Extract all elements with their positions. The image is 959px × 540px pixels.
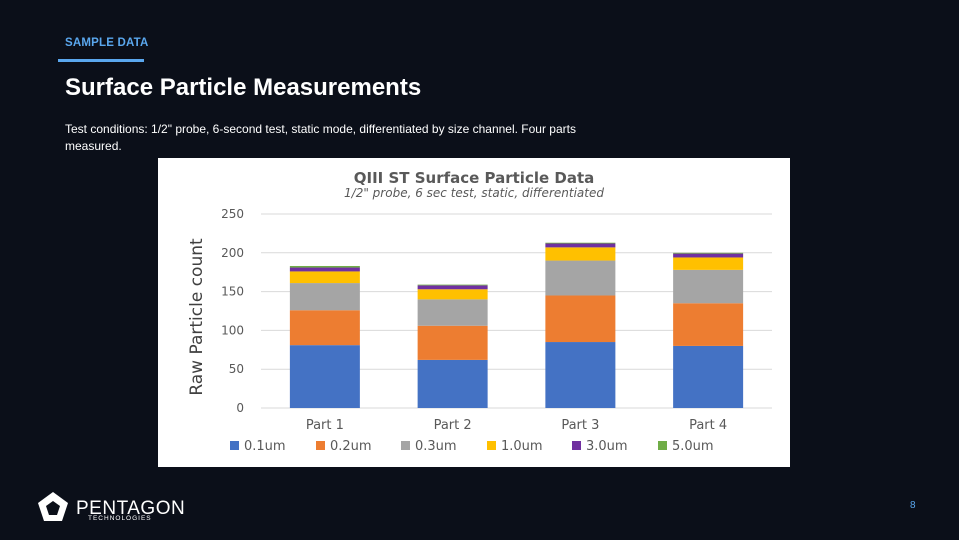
legend-label: 5.0um bbox=[672, 439, 714, 454]
x-tick-label: Part 2 bbox=[434, 418, 472, 433]
bar-segment bbox=[545, 242, 616, 244]
bar-segment bbox=[289, 265, 360, 268]
chart-image: QIII ST Surface Particle Data 1/2" probe,… bbox=[158, 158, 790, 467]
bar-segment bbox=[545, 260, 616, 296]
bar-segment bbox=[289, 267, 360, 272]
bar-segment bbox=[545, 247, 616, 261]
bar-segment bbox=[673, 257, 744, 270]
x-tick-label: Part 3 bbox=[561, 418, 599, 433]
legend-swatch bbox=[401, 441, 410, 450]
legend-swatch bbox=[316, 441, 325, 450]
bar-segment bbox=[289, 271, 360, 284]
legend-label: 0.2um bbox=[330, 439, 372, 454]
y-tick-label: 50 bbox=[229, 362, 244, 376]
y-tick-label: 200 bbox=[221, 246, 244, 260]
y-axis-label: Raw Particle count bbox=[187, 238, 207, 396]
legend-swatch bbox=[572, 441, 581, 450]
legend-swatch bbox=[487, 441, 496, 450]
bar-segment bbox=[673, 252, 744, 254]
chart-title: QIII ST Surface Particle Data bbox=[354, 169, 595, 187]
bar-segment bbox=[417, 299, 488, 326]
y-tick-label: 0 bbox=[236, 401, 244, 415]
company-logo: PENTAGON TECHNOLOGIES bbox=[36, 489, 206, 525]
bar-segment bbox=[673, 253, 744, 258]
bar-segment bbox=[417, 359, 488, 408]
y-tick-label: 150 bbox=[221, 285, 244, 299]
bar-segment bbox=[545, 295, 616, 343]
bar-segment bbox=[673, 345, 744, 408]
bar-segment bbox=[289, 310, 360, 346]
bar-segment bbox=[289, 283, 360, 311]
legend-label: 0.3um bbox=[415, 439, 457, 454]
bar-segment bbox=[673, 269, 744, 304]
pentagon-logo-icon bbox=[38, 492, 68, 521]
bar-segment bbox=[417, 289, 488, 300]
bar-segment bbox=[417, 284, 488, 286]
legend-label: 3.0um bbox=[586, 439, 628, 454]
accent-divider bbox=[58, 59, 144, 62]
logo-subtitle: TECHNOLOGIES bbox=[88, 515, 152, 522]
x-tick-label: Part 1 bbox=[306, 418, 344, 433]
bar-segment bbox=[545, 342, 616, 408]
bar-segment bbox=[417, 285, 488, 290]
legend-swatch bbox=[658, 441, 667, 450]
legend-swatch bbox=[230, 441, 239, 450]
test-conditions-text: Test conditions: 1/2" probe, 6-second te… bbox=[65, 122, 576, 153]
chart-subtitle: 1/2" probe, 6 sec test, static, differen… bbox=[344, 186, 604, 200]
page-number: 8 bbox=[910, 500, 916, 511]
bar-segment bbox=[673, 303, 744, 346]
y-tick-label: 100 bbox=[221, 323, 244, 337]
bar-segment bbox=[417, 325, 488, 360]
legend-label: 0.1um bbox=[244, 439, 286, 454]
logo-name: PENTAGON bbox=[76, 498, 186, 519]
bar-segment bbox=[545, 243, 616, 248]
legend-label: 1.0um bbox=[501, 439, 543, 454]
y-tick-label: 250 bbox=[221, 207, 244, 221]
bar-segment bbox=[289, 345, 360, 408]
section-label: SAMPLE DATA bbox=[65, 37, 149, 49]
x-tick-label: Part 4 bbox=[689, 418, 727, 433]
page-title: Surface Particle Measurements bbox=[65, 74, 422, 101]
